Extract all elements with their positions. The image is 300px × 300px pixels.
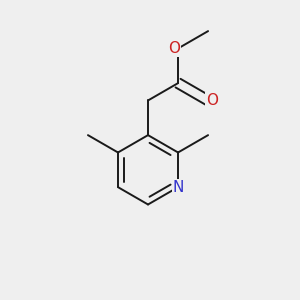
Text: O: O — [206, 93, 218, 108]
Text: N: N — [172, 180, 184, 195]
Text: O: O — [168, 41, 180, 56]
